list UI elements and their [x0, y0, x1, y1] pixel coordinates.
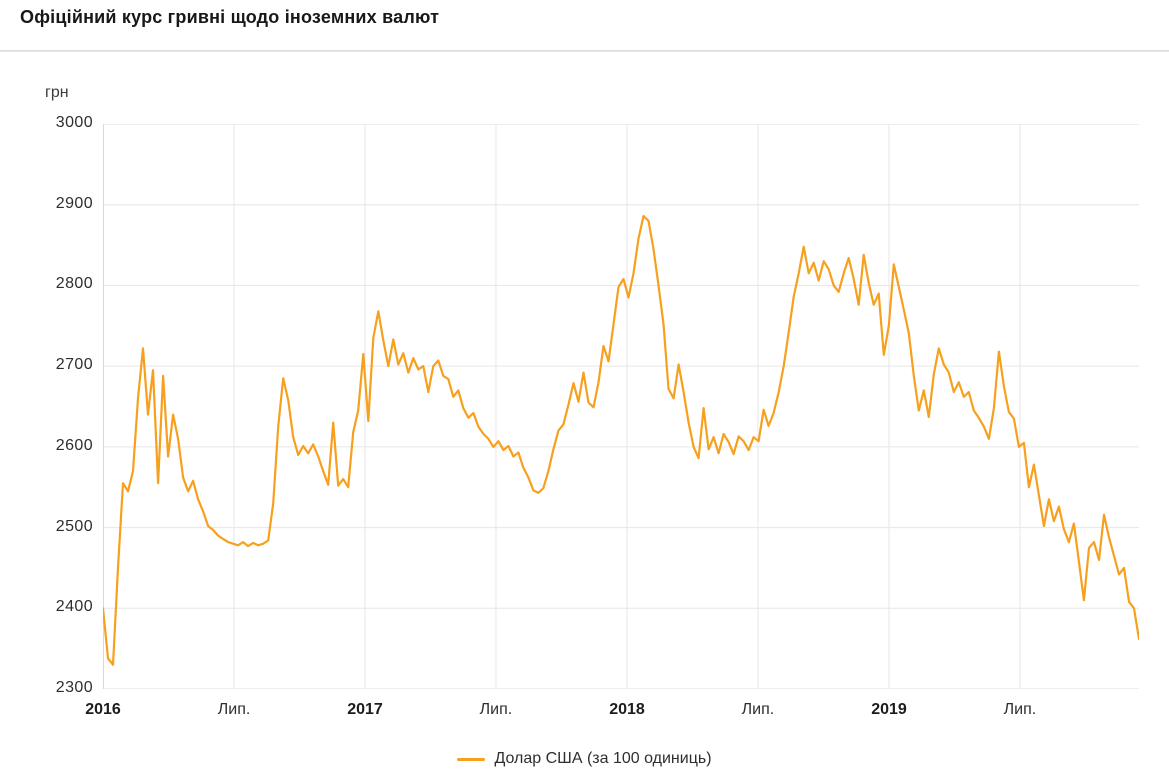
y-tick-label: 2400 [55, 598, 93, 616]
x-tick-label: 2019 [871, 701, 907, 718]
y-tick-label: 2700 [55, 356, 93, 374]
y-tick-label: 2800 [55, 275, 93, 293]
legend-item-usd[interactable]: Долар США (за 100 одиниць) [457, 750, 712, 768]
legend-label: Долар США (за 100 одиниць) [494, 750, 712, 767]
y-tick-label: 2900 [55, 194, 93, 212]
x-tick-label: Лип. [217, 701, 251, 718]
x-tick-label: Лип. [741, 701, 775, 718]
y-tick-label: 2300 [55, 679, 93, 696]
chart-canvas [103, 124, 1139, 689]
x-tick-label: Лип. [479, 701, 513, 718]
y-tick-label: 2600 [55, 436, 93, 454]
x-tick-label: 2017 [347, 701, 383, 718]
y-axis-unit-label: грн [45, 84, 69, 101]
y-tick-label: 3000 [55, 114, 93, 131]
x-tick-label: 2016 [85, 701, 121, 718]
x-tick-label: 2018 [609, 701, 645, 718]
page-title: Офіційний курс гривні щодо іноземних вал… [20, 7, 440, 27]
legend: Долар США (за 100 одиниць) [0, 750, 1169, 768]
plot-area[interactable] [103, 124, 1139, 689]
legend-swatch-line [457, 757, 486, 761]
header-divider [0, 50, 1169, 52]
x-tick-label: Лип. [1003, 701, 1037, 718]
y-tick-label: 2500 [55, 517, 93, 535]
usd-series-line [103, 214, 1139, 666]
